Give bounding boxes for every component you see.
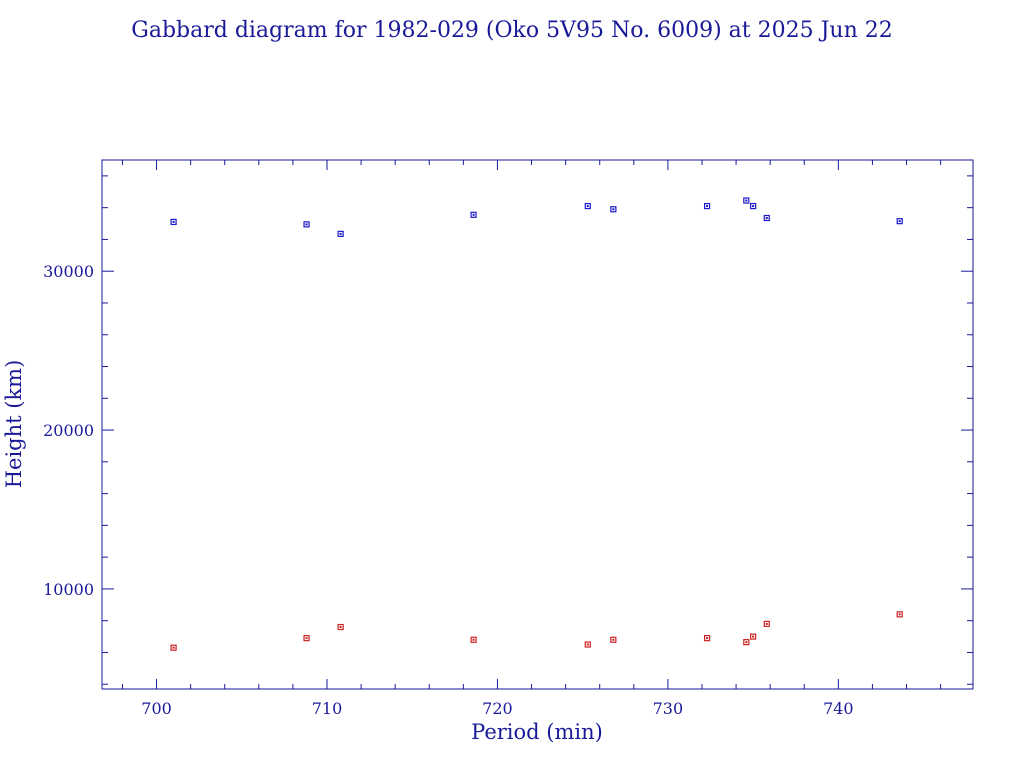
perigee-point <box>896 611 903 618</box>
apogee-point-center <box>305 223 308 226</box>
apogee-point-center <box>172 220 175 223</box>
perigee-point-center <box>898 613 901 616</box>
perigee-point <box>337 623 344 631</box>
plot-frame <box>101 159 974 690</box>
y-tick-label: 10000 <box>43 580 94 599</box>
x-tick-label: 730 <box>653 699 684 718</box>
data-points <box>170 197 903 651</box>
apogee-point-center <box>612 208 615 211</box>
apogee-point <box>170 218 177 226</box>
apogee-point <box>303 221 310 228</box>
perigee-point <box>703 635 711 642</box>
perigee-point-center <box>172 646 175 649</box>
x-tick-label: 710 <box>312 699 343 718</box>
perigee-point <box>610 636 617 643</box>
perigee-point-center <box>586 643 589 646</box>
apogee-point-center <box>472 213 475 216</box>
x-tick-label: 740 <box>823 699 854 718</box>
apogee-point-center <box>745 199 748 202</box>
axis-ticks <box>102 160 973 689</box>
perigee-point <box>763 620 770 627</box>
apogee-point <box>337 230 344 237</box>
apogee-point-center <box>898 220 901 223</box>
apogee-point <box>750 202 757 210</box>
apogee-point-center <box>706 205 709 208</box>
apogee-point <box>470 211 477 218</box>
perigee-point-center <box>745 641 748 644</box>
apogee-point <box>896 218 903 225</box>
x-tick-label: 700 <box>141 699 172 718</box>
perigee-point-center <box>472 638 475 641</box>
perigee-point <box>584 641 591 648</box>
chart-title: Gabbard diagram for 1982-029 (Oko 5V95 N… <box>131 18 892 43</box>
apogee-point <box>743 197 750 204</box>
apogee-point <box>763 214 770 222</box>
y-tick-label: 20000 <box>43 421 94 440</box>
apogee-point-center <box>339 232 342 235</box>
perigee-point-center <box>612 638 615 641</box>
axis-tick-labels: 700 710 720 730 740 10000 20000 30000 <box>43 262 854 718</box>
perigee-point-center <box>305 637 308 640</box>
perigee-point <box>303 635 310 642</box>
x-axis-label: Period (min) <box>471 720 603 744</box>
apogee-point-center <box>586 205 589 208</box>
x-tick-label: 720 <box>482 699 513 718</box>
y-tick-label: 30000 <box>43 262 94 281</box>
perigee-point-center <box>339 626 342 629</box>
apogee-point <box>584 202 591 210</box>
perigee-point <box>170 644 177 651</box>
perigee-point-center <box>765 622 768 625</box>
apogee-point <box>703 202 711 210</box>
perigee-point-center <box>706 637 709 640</box>
perigee-point <box>750 633 757 640</box>
perigee-point-center <box>752 635 755 638</box>
perigee-point <box>470 636 477 643</box>
y-axis-label: Height (km) <box>2 360 26 489</box>
apogee-point <box>610 206 617 213</box>
apogee-point-center <box>752 205 755 208</box>
perigee-point <box>743 639 750 646</box>
apogee-point-center <box>765 216 768 219</box>
